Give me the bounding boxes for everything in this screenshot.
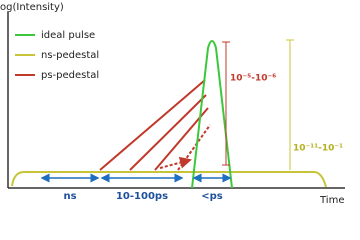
legend-label: ideal pulse: [41, 30, 95, 41]
ps-pedestal-line: [99, 79, 206, 171]
ideal-pulse: [191, 40, 233, 189]
x-axis-label: Time: [319, 195, 344, 204]
ns-pedestal-curve: [11, 171, 327, 188]
y-axis-label: og(Intensity): [0, 2, 64, 13]
ps-pedestal-line: [129, 94, 207, 171]
span-label: ns: [63, 191, 76, 202]
legend-label: ps-pedestal: [41, 70, 99, 81]
ps-pedestal-dashed: [177, 124, 211, 171]
ps-contrast-label: 10⁻⁵-10⁻⁶: [230, 74, 276, 84]
span-label: <ps: [201, 191, 223, 202]
diagram: og(Intensity) Time ideal pulse ns-pedest…: [0, 2, 345, 204]
ns-contrast-label: 10⁻¹¹-10⁻¹: [293, 144, 343, 154]
legend-label: ns-pedestal: [41, 50, 99, 61]
span-label: 10-100ps: [116, 191, 168, 202]
